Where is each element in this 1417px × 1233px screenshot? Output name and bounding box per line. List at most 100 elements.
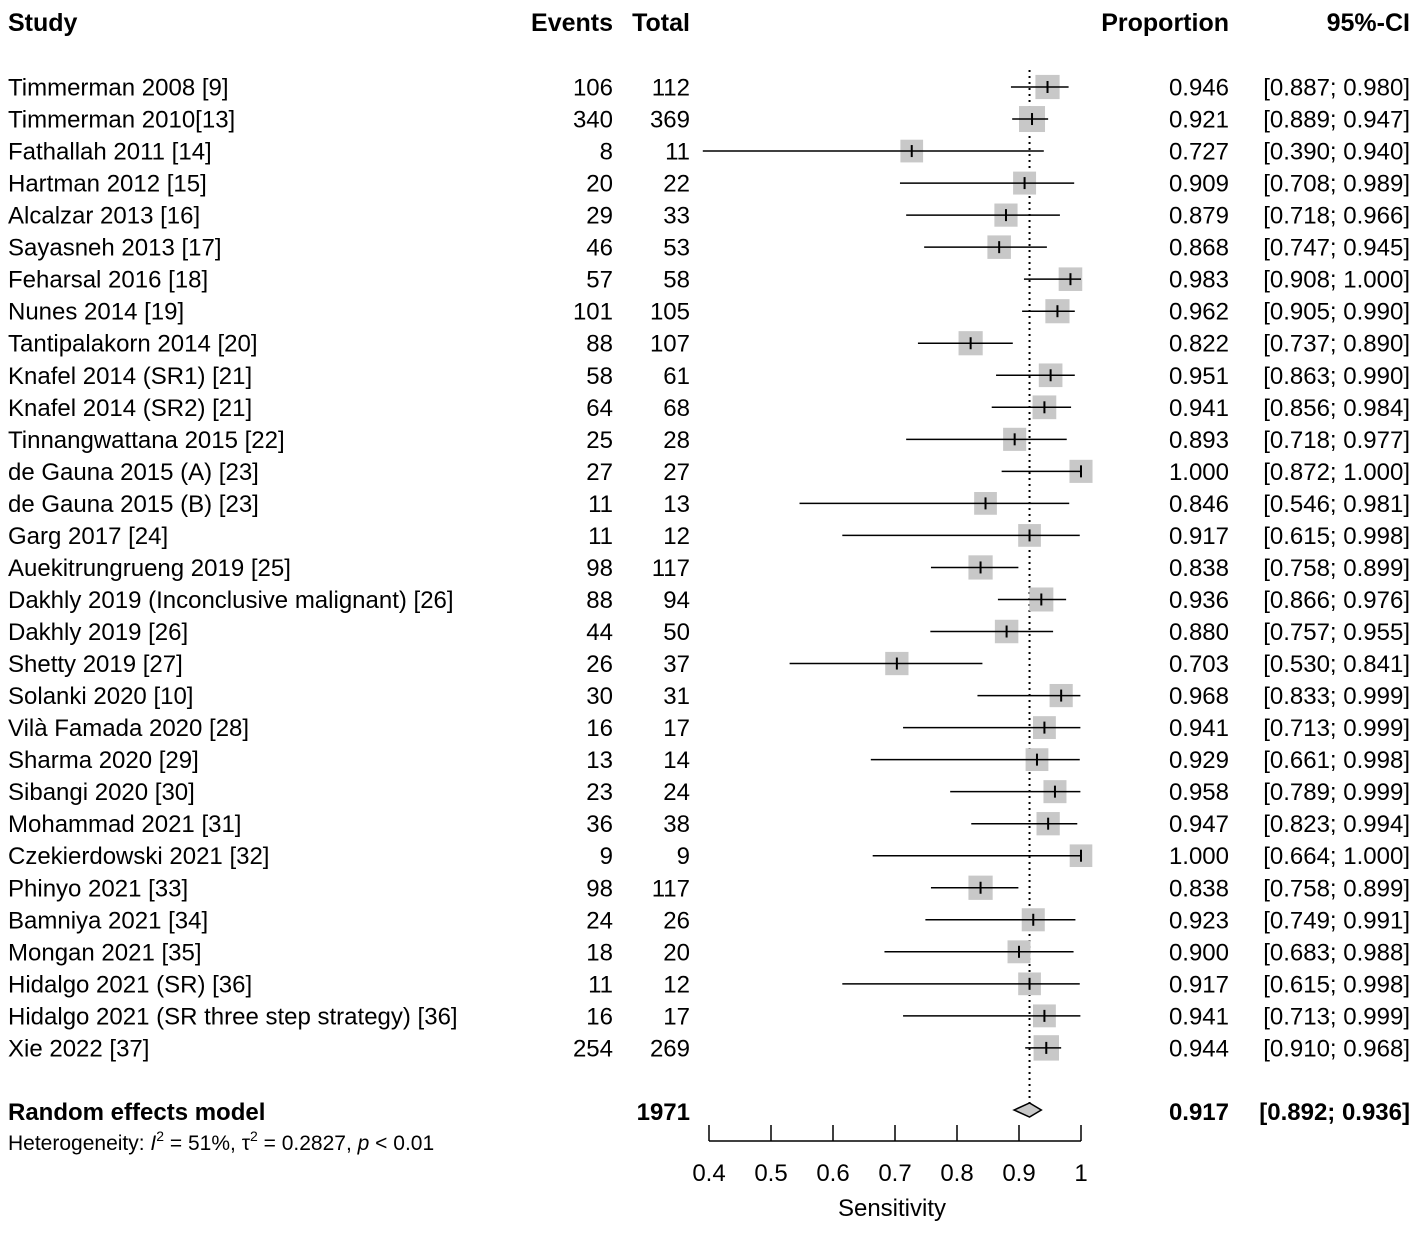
study-total: 14 [663, 747, 690, 774]
study-name: de Gauna 2015 (A) [23] [8, 459, 259, 486]
study-proportion: 0.947 [1169, 811, 1229, 838]
study-proportion: 0.958 [1169, 779, 1229, 806]
study-proportion: 0.962 [1169, 299, 1229, 326]
study-ci: [0.910; 0.968] [1263, 1035, 1410, 1062]
study-events: 27 [586, 459, 613, 486]
x-tick-label: 0.5 [754, 1160, 787, 1187]
study-proportion: 0.868 [1169, 235, 1229, 262]
study-proportion: 0.921 [1169, 107, 1229, 134]
header-total: Total [632, 9, 690, 37]
study-proportion: 0.951 [1169, 363, 1229, 390]
study-ci: [0.758; 0.899] [1263, 875, 1410, 902]
study-total: 50 [663, 619, 690, 646]
study-proportion: 0.923 [1169, 907, 1229, 934]
study-name: Fathallah 2011 [14] [8, 139, 212, 166]
study-name: Solanki 2020 [10] [8, 683, 193, 710]
study-proportion: 0.917 [1169, 523, 1229, 550]
study-rows: Timmerman 2008 [9] 106 112 0.946 [0.887; 0.9… [8, 75, 1410, 1063]
study-name: Shetty 2019 [27] [8, 651, 183, 678]
study-events: 88 [586, 587, 613, 614]
study-ci: [0.757; 0.955] [1263, 619, 1410, 646]
study-events: 20 [586, 171, 613, 198]
study-ci: [0.889; 0.947] [1263, 107, 1410, 134]
study-events: 64 [586, 395, 613, 422]
heterogeneity-text: Heterogeneity: I2 = 51%, τ2 = 0.2827, p … [8, 1128, 434, 1155]
study-events: 58 [586, 363, 613, 390]
p-symbol: p [357, 1132, 370, 1155]
study-proportion: 0.880 [1169, 619, 1229, 646]
study-name: Hartman 2012 [15] [8, 171, 207, 198]
study-ci: [0.390; 0.940] [1263, 139, 1410, 166]
study-total: 27 [663, 459, 690, 486]
study-ci: [0.718; 0.966] [1263, 203, 1410, 230]
study-proportion: 0.941 [1169, 1003, 1229, 1030]
study-ci: [0.683; 0.988] [1263, 939, 1410, 966]
study-total: 28 [663, 427, 690, 454]
study-ci: [0.530; 0.841] [1263, 651, 1410, 678]
study-proportion: 0.968 [1169, 683, 1229, 710]
study-proportion: 0.909 [1169, 171, 1229, 198]
study-total: 22 [663, 171, 690, 198]
study-ci: [0.713; 0.999] [1263, 1003, 1410, 1030]
study-ci: [0.615; 0.998] [1263, 971, 1410, 998]
study-total: 61 [663, 363, 690, 390]
study-ci: [0.758; 0.899] [1263, 555, 1410, 582]
study-ci: [0.905; 0.990] [1263, 299, 1410, 326]
study-proportion: 0.822 [1169, 331, 1229, 358]
study-total: 31 [663, 683, 690, 710]
study-ci: [0.546; 0.981] [1263, 491, 1410, 518]
study-ci: [0.863; 0.990] [1263, 363, 1410, 390]
study-events: 23 [586, 779, 613, 806]
study-name: Bamniya 2021 [34] [8, 907, 208, 934]
x-axis: 0.4 0.5 0.6 0.7 0.8 0.9 1 [692, 1125, 1088, 1187]
study-name: Auekitrungrueng 2019 [25] [8, 555, 291, 582]
study-events: 254 [573, 1035, 613, 1062]
study-events: 36 [586, 811, 613, 838]
study-total: 13 [663, 491, 690, 518]
study-name: Garg 2017 [24] [8, 523, 168, 550]
study-name: Hidalgo 2021 (SR) [36] [8, 971, 252, 998]
study-events: 29 [586, 203, 613, 230]
study-events: 8 [600, 139, 613, 166]
study-proportion: 1.000 [1169, 459, 1229, 486]
p-value: < 0.01 [369, 1132, 434, 1155]
study-proportion: 0.893 [1169, 427, 1229, 454]
study-total: 17 [663, 1003, 690, 1030]
study-proportion: 0.846 [1169, 491, 1229, 518]
study-name: Knafel 2014 (SR2) [21] [8, 395, 252, 422]
study-name: Timmerman 2008 [9] [8, 75, 229, 102]
summary-label: Random effects model [8, 1099, 265, 1126]
study-events: 25 [586, 427, 613, 454]
study-name: Hidalgo 2021 (SR three step strategy) [3… [8, 1003, 458, 1030]
study-total: 37 [663, 651, 690, 678]
study-events: 24 [586, 907, 613, 934]
study-proportion: 0.929 [1169, 747, 1229, 774]
study-events: 88 [586, 331, 613, 358]
study-total: 117 [652, 875, 690, 902]
study-ci: [0.615; 0.998] [1263, 523, 1410, 550]
study-name: Czekierdowski 2021 [32] [8, 843, 269, 870]
summary-diamond [1012, 1102, 1043, 1118]
study-total: 112 [652, 75, 690, 102]
study-proportion: 0.946 [1169, 75, 1229, 102]
study-total: 11 [665, 139, 690, 166]
study-name: Mohammad 2021 [31] [8, 811, 241, 838]
study-name: Tinnangwattana 2015 [22] [8, 427, 285, 454]
study-total: 269 [650, 1035, 690, 1062]
study-total: 12 [663, 523, 690, 550]
study-total: 105 [650, 299, 690, 326]
study-total: 24 [663, 779, 690, 806]
study-ci: [0.718; 0.977] [1263, 427, 1410, 454]
study-name: Sibangi 2020 [30] [8, 779, 195, 806]
summary-ci: [0.892; 0.936] [1259, 1099, 1410, 1126]
study-name: Alcalzar 2013 [16] [8, 203, 200, 230]
study-name: Sayasneh 2013 [17] [8, 235, 222, 262]
study-ci: [0.708; 0.989] [1263, 171, 1410, 198]
x-tick-label: 1 [1074, 1160, 1087, 1187]
study-total: 117 [652, 555, 690, 582]
study-events: 57 [586, 267, 613, 294]
x-tick-label: 0.4 [692, 1160, 725, 1187]
study-events: 18 [586, 939, 613, 966]
study-ci: [0.747; 0.945] [1263, 235, 1410, 262]
